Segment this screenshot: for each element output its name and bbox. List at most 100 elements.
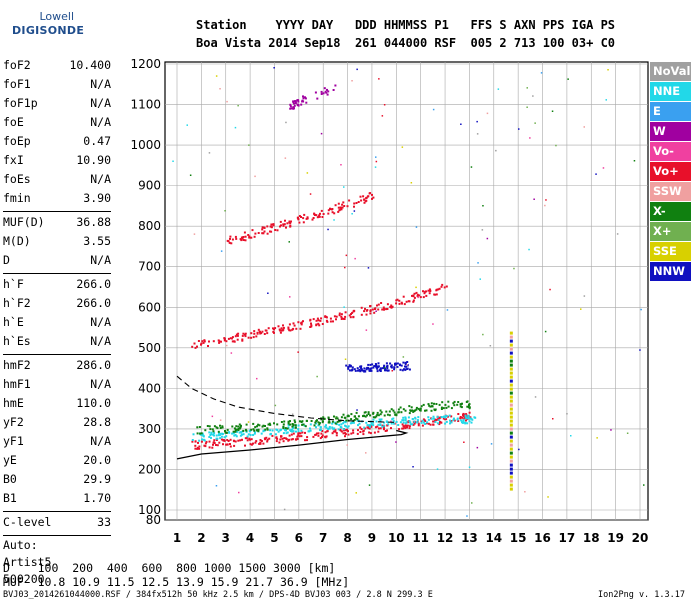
trace-point <box>235 333 238 336</box>
trace-point <box>328 427 331 430</box>
trace-point <box>305 419 308 422</box>
strip-point <box>509 483 513 487</box>
trace-point <box>383 428 385 431</box>
trace-point <box>289 420 291 423</box>
trace-point <box>226 428 229 431</box>
trace-point <box>347 366 350 369</box>
trace-point <box>221 426 224 429</box>
trace-point <box>263 437 266 440</box>
trace-point <box>358 368 361 371</box>
trace-point <box>363 426 366 429</box>
trace-point <box>411 294 413 297</box>
trace-point <box>270 223 273 226</box>
trace-point <box>198 447 201 450</box>
trace-point <box>427 422 430 425</box>
trace-point <box>301 431 304 434</box>
noise-point <box>534 122 536 124</box>
trace-point <box>285 438 288 441</box>
trace-point <box>342 422 345 425</box>
trace-point <box>382 366 385 369</box>
param-row: hmF1 N/A <box>3 375 111 394</box>
trace-point <box>382 306 385 309</box>
noise-point <box>415 226 418 228</box>
trace-point <box>333 212 336 215</box>
strip-point <box>509 399 513 403</box>
trace-point <box>249 443 252 446</box>
param-value: N/A <box>90 334 111 348</box>
trace-point <box>333 315 336 318</box>
strip-point <box>509 419 513 423</box>
trace-point <box>392 417 395 420</box>
param-value: 3.90 <box>83 191 111 205</box>
trace-point <box>210 433 213 436</box>
trace-point <box>200 343 202 346</box>
trace-point <box>223 339 226 342</box>
trace-point <box>382 426 385 429</box>
trace-point <box>299 432 302 435</box>
trace-point <box>192 433 195 436</box>
trace-point <box>393 411 396 414</box>
trace-point <box>425 290 428 293</box>
trace-point <box>446 415 449 418</box>
trace-point <box>292 427 295 430</box>
trace-point <box>309 423 312 426</box>
trace-point <box>361 369 363 372</box>
strip-point <box>509 463 513 467</box>
trace-point <box>310 322 312 325</box>
trace-point <box>242 239 245 241</box>
trace-point <box>247 234 250 236</box>
param-value: 33 <box>97 515 111 529</box>
trace-point <box>430 409 433 412</box>
noise-point <box>580 308 582 310</box>
trace-point <box>311 218 314 221</box>
trace-point <box>434 420 437 423</box>
trace-point <box>401 302 403 305</box>
trace-point <box>317 322 320 325</box>
trace-point <box>250 332 253 335</box>
trace-point <box>251 229 254 232</box>
x-tick-label: 15 <box>510 531 527 545</box>
trace-point <box>350 413 353 416</box>
trace-point <box>256 425 258 428</box>
trace-point <box>408 300 411 303</box>
legend-item-noval: NoVal <box>650 62 691 81</box>
trace-point <box>334 204 337 207</box>
trace-point <box>306 439 308 442</box>
trace-point <box>260 440 263 442</box>
trace-point <box>287 426 290 429</box>
trace-point <box>279 331 282 334</box>
noise-point <box>481 229 484 231</box>
strip-point <box>509 487 513 491</box>
parameter-panel: foF2 10.400 foF1 N/A foF1p N/A foE N/A foEp 0.47 f… <box>3 56 111 588</box>
trace-point <box>431 405 434 408</box>
trace-point <box>363 367 366 370</box>
trace-point <box>353 415 356 418</box>
trace-point <box>353 202 356 205</box>
y-tick-label: 200 <box>138 462 161 476</box>
strip-point <box>509 335 513 339</box>
trace-point <box>340 416 343 419</box>
trace-point <box>402 416 405 419</box>
trace-point <box>286 222 289 225</box>
trace-point <box>220 340 222 343</box>
trace-point <box>377 362 380 365</box>
trace-point <box>233 427 236 430</box>
trace-point <box>234 335 237 338</box>
trace-point <box>344 311 347 314</box>
trace-point <box>413 292 416 295</box>
trace-point <box>241 338 244 341</box>
trace-point <box>329 320 332 323</box>
trace-point <box>360 365 363 368</box>
trace-point <box>327 90 330 93</box>
noise-point <box>334 416 337 419</box>
noise-point <box>471 502 473 504</box>
trace-point <box>326 93 329 96</box>
trace-point <box>365 199 368 202</box>
trace-point <box>460 406 463 409</box>
trace-point <box>297 104 300 107</box>
trace-point <box>412 295 415 298</box>
y-tick-label: 1100 <box>130 98 161 112</box>
trace-point <box>242 332 245 335</box>
trace-point <box>403 303 406 306</box>
trace-point <box>345 425 347 428</box>
